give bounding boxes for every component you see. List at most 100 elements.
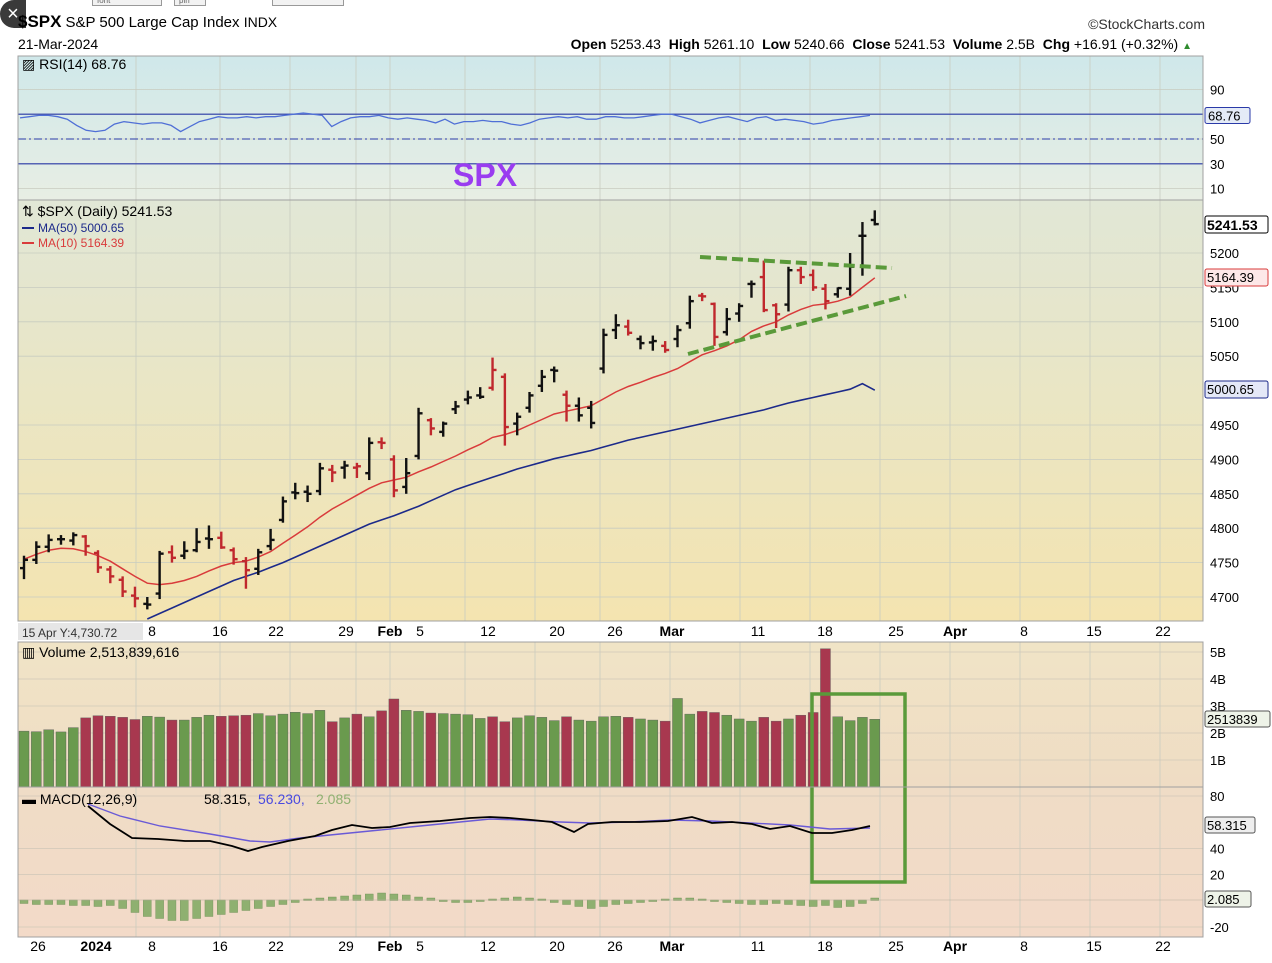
macd-histogram-bar [44, 899, 53, 905]
price-bar [291, 482, 300, 500]
x-axis-top-label: 22 [1155, 623, 1171, 639]
price-bar [402, 458, 411, 494]
volume-bar [191, 717, 202, 788]
rsi-line [19, 112, 871, 133]
x-axis-top-label: 8 [148, 623, 156, 639]
volume-bar [733, 718, 745, 788]
volume-bar [746, 720, 757, 788]
ohlc-summary: Open 5253.43 High 5261.10 Low 5240.66 Cl… [571, 36, 1192, 52]
x-axis-top-label: 18 [817, 623, 833, 639]
price-legend: ⇅ $SPX (Daily) 5241.53 [22, 203, 172, 219]
x-axis-bottom-label: 11 [751, 938, 766, 954]
price-bar [106, 566, 115, 584]
panel-backgrounds [0, 56, 1272, 960]
volume-value-marker [1204, 710, 1271, 728]
panel-border [17, 786, 1204, 938]
price-bar [241, 557, 250, 589]
macd-histogram-bar [796, 899, 805, 906]
close-label: Close [852, 36, 891, 52]
macd-histogram-bar [574, 899, 584, 907]
price-tick-label: 5200 [1210, 246, 1239, 261]
toolbar-tab-blank[interactable] [272, 0, 344, 6]
volume-bar [635, 718, 646, 788]
copyright-icon: © [1088, 16, 1099, 32]
price-bar [488, 357, 497, 391]
volume-bar [55, 731, 67, 788]
volume-bar [536, 717, 548, 788]
macd-legend-signal: 56.230, [258, 791, 305, 807]
x-axis-top-label: Mar [660, 623, 685, 639]
price-bar [20, 555, 28, 580]
macd-hist-marker-label: 2.085 [1207, 892, 1240, 907]
price-bar [821, 283, 830, 310]
price-bar [747, 280, 756, 298]
price-bar [414, 407, 423, 460]
price-bar [93, 550, 102, 573]
rsi-value-marker-label: 68.76 [1208, 108, 1241, 123]
price-bar [155, 550, 164, 600]
chg-label: Chg [1042, 36, 1071, 52]
macd-histogram-bar [845, 899, 855, 907]
macd-histogram-bar [69, 899, 78, 906]
annotation-text: SPX [453, 157, 518, 193]
x-axis-top-background [0, 621, 1272, 642]
x-axis-bottom-label: Feb [378, 938, 403, 954]
macd-histogram-bar [180, 899, 189, 921]
macd-histogram-bar [204, 899, 214, 917]
x-axis-bottom-label: 20 [549, 938, 565, 954]
x-axis-top-label: 5 [416, 623, 424, 639]
macd-histogram-bar [586, 899, 596, 909]
volume-tick-label: 5B [1210, 645, 1226, 660]
price-bar [463, 390, 472, 405]
volume-bar [425, 712, 437, 788]
macd-histogram-bar [81, 899, 90, 906]
macd-hist-marker [1204, 890, 1252, 908]
macd-histogram-bar [734, 899, 744, 904]
macd-legend-hist: 2.085 [316, 791, 351, 807]
volume-bar [499, 721, 511, 788]
price-bar [722, 308, 731, 336]
volume-bar [659, 720, 671, 788]
macd-histogram-bar [870, 897, 879, 901]
volume-bar [31, 731, 42, 788]
chg-up-arrow-icon: ▲ [1182, 41, 1192, 52]
price-bar [352, 462, 361, 478]
toolbar-tab-pin[interactable]: pin [174, 0, 206, 6]
x-axis-bottom-label: 22 [268, 938, 284, 954]
volume-bar [462, 714, 474, 788]
x-axis-bottom-label: 26 [30, 938, 46, 954]
x-axis-bottom-label: 29 [338, 938, 354, 954]
price-tick-label: 5050 [1210, 349, 1239, 364]
price-bar [550, 366, 559, 383]
volume-bar [721, 714, 733, 788]
macd-histogram-bar [106, 899, 115, 906]
chart-header: font pin $SPX S&P 500 Large Cap Index IND… [0, 0, 1272, 56]
ma50-marker-label: 5000.65 [1207, 382, 1254, 397]
toolbar-tab-font[interactable]: font [92, 0, 162, 6]
low-value: 5240.66 [793, 36, 845, 52]
open-value: 5253.43 [610, 36, 661, 52]
close-icon[interactable]: × [0, 0, 26, 28]
macd-histogram-bar [32, 899, 41, 905]
price-bar [735, 303, 744, 322]
macd-line [87, 805, 871, 852]
volume-bar [783, 718, 794, 788]
price-tick-label: 4800 [1210, 521, 1239, 536]
macd-histogram-bar [278, 899, 288, 905]
macd-value-marker [1204, 816, 1256, 834]
volume-bar [820, 648, 831, 788]
price-bar [451, 400, 460, 414]
volume-value-marker-label: 2513839 [1207, 712, 1258, 727]
macd-histogram-bar [747, 899, 756, 905]
x-axis-bottom-label: Apr [943, 938, 968, 954]
price-bar [870, 210, 879, 226]
macd-histogram-bar [833, 899, 842, 908]
cursor-readout: 15 Apr Y:4,730.72 [22, 626, 118, 640]
macd-histogram-bar [365, 893, 374, 901]
price-tick-label: 4950 [1210, 418, 1239, 433]
price-bar [44, 534, 53, 553]
macd-histogram-bar [241, 899, 251, 911]
volume-bar [450, 713, 461, 788]
macd-histogram-bar [143, 899, 152, 917]
